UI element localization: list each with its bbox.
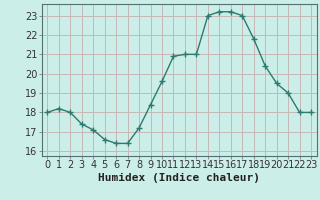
X-axis label: Humidex (Indice chaleur): Humidex (Indice chaleur) bbox=[98, 173, 260, 183]
